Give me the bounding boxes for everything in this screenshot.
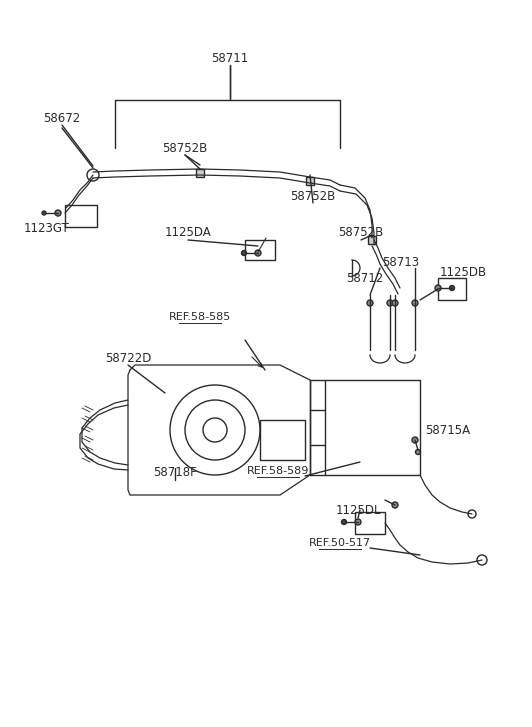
Circle shape (87, 169, 99, 181)
Bar (65, 205, 97, 227)
Circle shape (392, 502, 398, 508)
Circle shape (355, 519, 361, 525)
Circle shape (415, 449, 420, 454)
Circle shape (42, 211, 46, 215)
Text: 58722D: 58722D (105, 351, 151, 364)
Circle shape (342, 520, 346, 524)
Bar (196, 169, 204, 177)
Circle shape (255, 250, 261, 256)
Text: 1125DL: 1125DL (335, 504, 381, 516)
Text: 1125DA: 1125DA (164, 225, 211, 238)
Circle shape (412, 437, 418, 443)
Text: 58713: 58713 (383, 255, 420, 268)
Bar (245, 240, 275, 260)
Circle shape (242, 251, 246, 255)
Text: 58752B: 58752B (338, 227, 384, 239)
Text: REF.58-585: REF.58-585 (169, 312, 231, 322)
Circle shape (387, 300, 393, 306)
Bar (355, 512, 385, 534)
Text: 58715A: 58715A (425, 424, 470, 436)
Text: REF.58-589: REF.58-589 (247, 466, 309, 476)
Circle shape (170, 385, 260, 475)
Text: 58718F: 58718F (153, 465, 197, 478)
Text: 58752B: 58752B (290, 190, 336, 203)
Bar (260, 420, 305, 460)
Text: 58672: 58672 (44, 111, 81, 124)
Circle shape (203, 418, 227, 442)
Text: 58752B: 58752B (162, 142, 207, 155)
Bar (306, 177, 314, 185)
Circle shape (185, 400, 245, 460)
Bar (368, 236, 376, 244)
Bar (438, 278, 466, 300)
Circle shape (468, 510, 476, 518)
Text: REF.50-517: REF.50-517 (309, 538, 371, 548)
Text: 58712: 58712 (346, 271, 384, 284)
Text: 58711: 58711 (211, 52, 248, 65)
Circle shape (435, 285, 441, 291)
Circle shape (412, 300, 418, 306)
Circle shape (367, 300, 373, 306)
Circle shape (450, 286, 454, 291)
Text: 1125DB: 1125DB (440, 265, 487, 278)
Circle shape (55, 210, 61, 216)
Circle shape (392, 300, 398, 306)
Text: 1123GT: 1123GT (24, 222, 70, 235)
Circle shape (477, 555, 487, 565)
